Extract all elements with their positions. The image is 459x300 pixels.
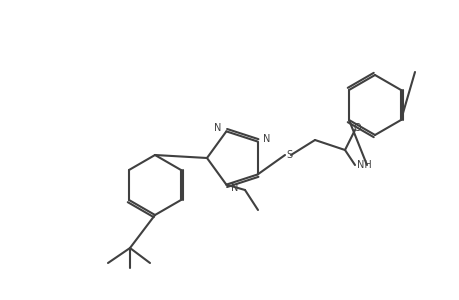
Text: N: N <box>231 183 238 193</box>
Text: O: O <box>353 123 360 133</box>
Text: N: N <box>262 134 269 143</box>
Text: N: N <box>213 123 221 134</box>
Text: S: S <box>285 150 291 160</box>
Text: NH: NH <box>356 160 371 170</box>
